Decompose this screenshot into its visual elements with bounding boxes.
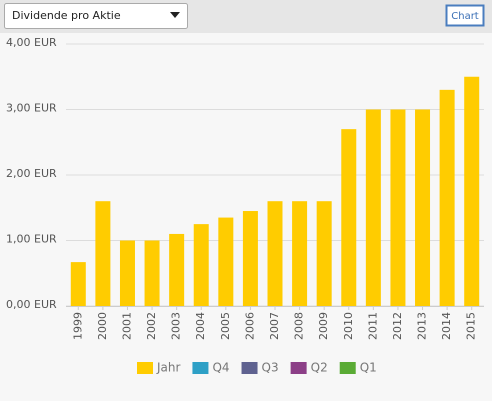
bar bbox=[242, 211, 258, 306]
x-tick-label: 2011 bbox=[366, 312, 379, 340]
x-tick-label: 2007 bbox=[268, 312, 281, 340]
y-tick-label: 2,00 EUR bbox=[6, 167, 57, 180]
y-tick-label: 1,00 EUR bbox=[6, 233, 57, 246]
x-tick-label: 2014 bbox=[440, 312, 453, 340]
legend-swatch bbox=[339, 362, 356, 374]
x-tick-label: 2009 bbox=[317, 312, 330, 340]
bar bbox=[464, 76, 480, 306]
legend-swatch bbox=[137, 362, 153, 374]
x-tick-label: 2010 bbox=[342, 312, 355, 340]
legend-label: Q2 bbox=[311, 361, 328, 375]
x-tick-label: 2002 bbox=[145, 312, 158, 340]
legend-label: Jahr bbox=[156, 361, 180, 375]
dropdown-text[interactable]: Dividende pro Aktie bbox=[12, 9, 121, 22]
x-tick-label: 2006 bbox=[243, 312, 256, 340]
x-tick-label: 2005 bbox=[219, 312, 232, 340]
x-tick-label: 2012 bbox=[391, 312, 404, 340]
chart-button-text[interactable]: Chart bbox=[451, 11, 479, 22]
x-tick-label: 2001 bbox=[120, 312, 133, 340]
bar bbox=[316, 201, 332, 306]
x-tick-label: 2000 bbox=[96, 312, 109, 340]
bar bbox=[144, 240, 160, 306]
x-tick-label: 2004 bbox=[194, 312, 207, 340]
legend-label: Q1 bbox=[360, 361, 377, 375]
legend-label: Q4 bbox=[212, 361, 229, 375]
x-tick-label: 2013 bbox=[416, 312, 429, 340]
y-tick-label: 0,00 EUR bbox=[6, 298, 57, 311]
bar bbox=[193, 224, 209, 306]
bar bbox=[119, 240, 135, 306]
dropdown-arrow[interactable] bbox=[170, 12, 180, 18]
legend-swatch bbox=[241, 362, 258, 374]
bar bbox=[341, 129, 357, 306]
legend-label: Q3 bbox=[262, 361, 279, 375]
x-tick-label: 2015 bbox=[465, 312, 478, 340]
bar bbox=[415, 109, 431, 306]
legend-swatch bbox=[192, 362, 209, 374]
bar bbox=[365, 109, 381, 306]
bar bbox=[390, 109, 406, 306]
x-tick-label: 2003 bbox=[170, 312, 183, 340]
x-tick-label: 2008 bbox=[293, 312, 306, 340]
bar bbox=[218, 217, 234, 306]
bar bbox=[169, 233, 185, 306]
legend-swatch bbox=[290, 362, 307, 374]
bar bbox=[439, 89, 455, 306]
bar bbox=[267, 201, 283, 306]
x-tick-label: 1999 bbox=[71, 312, 84, 340]
chart-button[interactable] bbox=[445, 4, 485, 27]
dropdown[interactable] bbox=[4, 3, 188, 29]
bar bbox=[95, 201, 111, 306]
y-tick-label: 3,00 EUR bbox=[6, 102, 57, 115]
bar bbox=[70, 262, 86, 306]
y-tick-label: 4,00 EUR bbox=[6, 36, 57, 49]
bar bbox=[292, 201, 308, 306]
